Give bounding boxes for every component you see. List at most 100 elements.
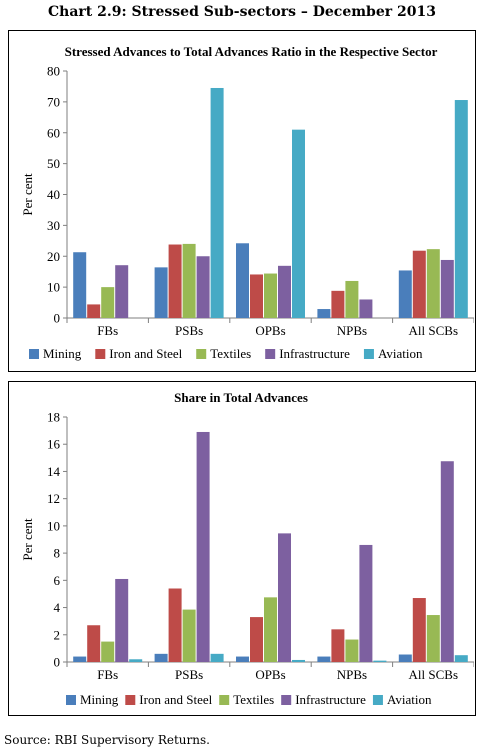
bar-infrastructure — [359, 544, 373, 662]
y-tick-label: 60 — [47, 125, 60, 140]
x-category-label: PSBs — [175, 323, 203, 338]
legend-swatch — [95, 349, 106, 359]
bar-textiles — [101, 287, 115, 318]
x-category-label: NPBs — [337, 323, 367, 338]
legend-swatch — [125, 695, 136, 705]
y-tick-label: 50 — [47, 156, 60, 171]
y-tick-label: 70 — [47, 94, 60, 109]
legend-swatch — [66, 695, 76, 705]
legend-swatch — [281, 695, 292, 705]
chart-panel-stressed-ratio: Stressed Advances to Total Advances Rati… — [8, 30, 476, 372]
bar-mining — [398, 654, 412, 662]
bar-textiles — [426, 249, 440, 318]
x-category-label: OPBs — [255, 323, 285, 338]
bar-iron-and-steel — [412, 598, 426, 662]
bar-mining — [73, 252, 87, 318]
y-tick-label: 8 — [54, 546, 61, 561]
y-tick-label: 12 — [47, 491, 60, 506]
bar-aviation — [292, 659, 305, 662]
y-tick-label: 0 — [54, 655, 61, 670]
bar-infrastructure — [196, 431, 210, 662]
bar-aviation — [210, 653, 224, 662]
bar-textiles — [264, 597, 277, 662]
bar-aviation — [210, 87, 224, 318]
legend-swatch — [363, 349, 374, 359]
bar-iron-and-steel — [331, 290, 345, 318]
chart-panel-share-advances: Share in Total Advances Per cent 0 2 4 6 8 10 12… — [8, 381, 476, 716]
legend-label: Aviation — [387, 692, 432, 707]
bar-aviation — [454, 655, 468, 662]
bar-iron-and-steel — [87, 625, 101, 662]
y-tick-label: 16 — [47, 437, 61, 452]
bar-mining — [73, 656, 87, 662]
legend-label: Infrastructure — [279, 346, 350, 361]
legend-swatch — [219, 695, 230, 705]
bar-infrastructure — [278, 533, 291, 662]
chart-title: Stressed Advances to Total Advances Rati… — [65, 44, 438, 59]
source-note: Source: RBI Supervisory Returns. — [4, 733, 210, 747]
source-label: Source: — [4, 733, 51, 747]
legend-swatch — [29, 349, 39, 359]
bar-infrastructure — [115, 265, 129, 318]
bar-iron-and-steel — [250, 617, 263, 662]
legend-label: Infrastructure — [295, 692, 366, 707]
legend-label: Iron and Steel — [109, 346, 182, 361]
bar-aviation — [129, 659, 143, 662]
legend-swatch — [265, 349, 276, 359]
bar-mining — [236, 243, 249, 318]
y-tick-label: 4 — [54, 600, 61, 615]
bar-aviation — [373, 660, 387, 662]
y-tick-label: 10 — [47, 518, 60, 533]
x-category-label: NPBs — [337, 667, 367, 682]
legend-label: Mining — [43, 346, 82, 361]
share-advances-chart: Share in Total Advances Per cent 0 2 4 6 8 10 12… — [20, 390, 475, 707]
bar-infrastructure — [440, 259, 454, 318]
x-category-label: PSBs — [175, 667, 203, 682]
bar-infrastructure — [278, 265, 291, 318]
bar-mining — [236, 656, 249, 662]
legend-label: Mining — [80, 692, 119, 707]
bar-textiles — [264, 273, 277, 318]
x-category-label: FBs — [97, 667, 118, 682]
y-axis-label: Per cent — [20, 173, 35, 216]
y-axis-label: Per cent — [20, 518, 35, 561]
bar-textiles — [345, 639, 359, 662]
bar-textiles — [182, 609, 196, 662]
y-tick-label: 80 — [47, 64, 60, 79]
y-tick-label: 18 — [47, 410, 60, 425]
bar-textiles — [101, 641, 115, 662]
x-category-label: All SCBs — [409, 667, 459, 682]
bar-iron-and-steel — [87, 304, 101, 318]
x-category-label: All SCBs — [409, 323, 459, 338]
bar-aviation — [292, 129, 305, 318]
bar-textiles — [182, 243, 196, 318]
bar-infrastructure — [115, 578, 129, 662]
bar-iron-and-steel — [250, 274, 263, 318]
bar-infrastructure — [359, 299, 373, 318]
bar-textiles — [345, 280, 359, 318]
bar-mining — [154, 267, 168, 318]
y-tick-label: 2 — [54, 627, 61, 642]
page-title: Chart 2.9: Stressed Sub-sectors – Decemb… — [48, 4, 436, 20]
x-category-label: FBs — [97, 323, 118, 338]
bar-infrastructure — [440, 461, 454, 662]
legend-label: Textiles — [233, 692, 274, 707]
y-tick-label: 0 — [54, 311, 61, 326]
y-tick-label: 14 — [47, 464, 61, 479]
legend-swatch — [196, 349, 207, 359]
bar-iron-and-steel — [412, 250, 426, 318]
legend-label: Iron and Steel — [139, 692, 212, 707]
source-text: RBI Supervisory Returns. — [54, 733, 210, 747]
bar-mining — [154, 653, 168, 662]
bar-aviation — [454, 100, 468, 319]
chart-title: Share in Total Advances — [174, 390, 308, 405]
y-tick-label: 40 — [47, 187, 60, 202]
legend-label: Textiles — [210, 346, 251, 361]
legend-label: Aviation — [378, 346, 423, 361]
legend-swatch — [372, 695, 383, 705]
y-tick-label: 20 — [47, 249, 60, 264]
bar-mining — [317, 656, 331, 662]
bar-iron-and-steel — [168, 588, 182, 662]
y-tick-label: 10 — [47, 280, 60, 295]
bar-mining — [317, 309, 331, 318]
